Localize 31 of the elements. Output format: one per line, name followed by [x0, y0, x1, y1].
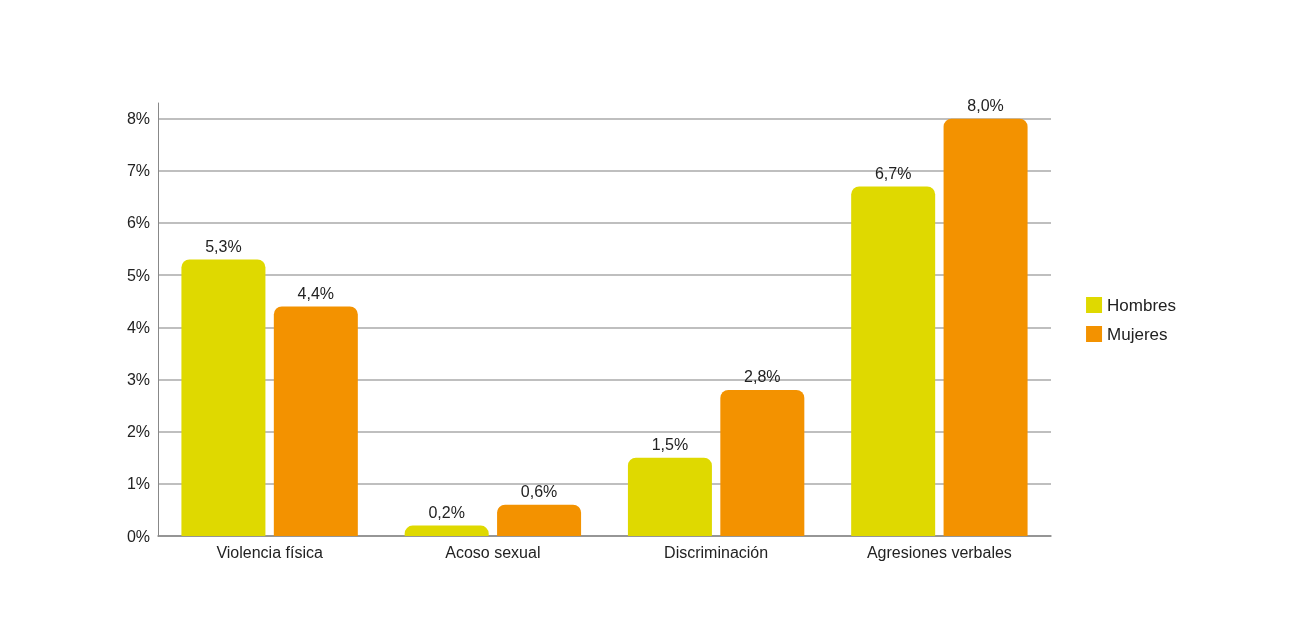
data-label: 8,0% — [967, 97, 1004, 115]
x-tick-label: Discriminación — [664, 543, 769, 561]
y-tick-label: 0% — [126, 527, 150, 545]
y-tick-label: 3% — [126, 370, 150, 388]
bar — [943, 118, 1028, 536]
y-tick-label: 7% — [126, 162, 150, 180]
x-tick-label: Violencia física — [216, 543, 323, 561]
bar — [404, 525, 489, 536]
legend-label: Mujeres — [1107, 324, 1168, 344]
y-tick-label: 8% — [126, 110, 150, 128]
bar — [627, 457, 712, 536]
x-tick-label: Agresiones verbales — [866, 543, 1012, 561]
legend-label: Hombres — [1107, 295, 1177, 315]
x-tick-label: Acoso sexual — [445, 543, 541, 561]
y-tick-label: 6% — [126, 214, 150, 232]
data-label: 6,7% — [874, 164, 912, 182]
bar — [497, 504, 582, 536]
data-label: 5,3% — [205, 238, 242, 256]
data-label: 0,6% — [520, 483, 558, 501]
data-label: 4,4% — [297, 284, 335, 302]
y-tick-label: 2% — [126, 423, 150, 441]
bar — [273, 306, 358, 536]
data-label: 2,8% — [744, 368, 781, 386]
y-tick-label: 4% — [126, 318, 150, 336]
data-label: 0,2% — [428, 504, 465, 522]
y-tick-label: 1% — [126, 475, 150, 493]
y-tick-label: 5% — [126, 266, 150, 284]
bar — [720, 389, 805, 536]
data-label: 1,5% — [651, 436, 689, 454]
bar — [181, 259, 266, 536]
bar — [851, 186, 936, 536]
